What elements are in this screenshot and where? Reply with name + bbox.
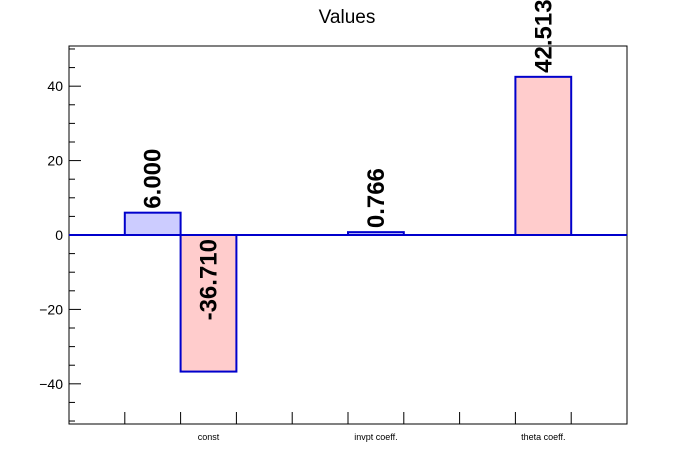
y-tick-label: 0	[55, 227, 63, 243]
y-axis: −40 −20 0 20 40	[39, 48, 81, 422]
y-tick-label: −20	[39, 301, 63, 317]
value-label: 0.766	[363, 168, 390, 228]
bar	[123, 211, 182, 237]
x-tick-label: invpt coeff.	[354, 432, 397, 442]
x-tick-label: const	[198, 432, 220, 442]
x-tick-label: theta coeff.	[521, 432, 565, 442]
value-labels-group: 6.000 -36.710 0.766 42.513	[140, 0, 558, 320]
value-label: 42.513	[530, 0, 557, 73]
chart-title: Values	[319, 7, 376, 28]
bar	[179, 234, 238, 373]
y-tick-label: 40	[47, 78, 63, 94]
y-tick-label: −40	[39, 376, 63, 392]
value-label: 6.000	[140, 149, 167, 209]
bar	[514, 75, 573, 236]
value-label: -36.710	[196, 239, 223, 320]
bars-group	[69, 75, 627, 373]
y-tick-label: 20	[47, 153, 63, 169]
x-axis: const invpt coeff. theta coeff.	[124, 412, 572, 442]
